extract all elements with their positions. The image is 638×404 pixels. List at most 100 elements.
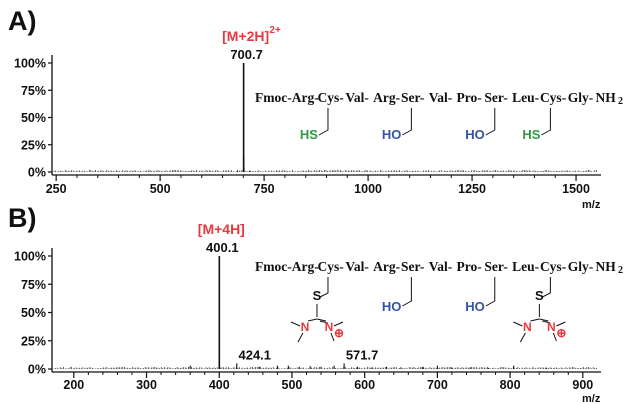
x-tick-label: 800 [500,378,521,392]
side-chain: HS [522,108,551,142]
panel-label: A) [8,6,37,36]
y-tick-label: 0% [28,363,46,377]
side-chain-bond [541,108,551,136]
sequence-residue: Cys- [540,259,566,274]
ion-label: [M+2H] [222,28,269,44]
guanidinium-nitrogen: N [325,320,334,334]
bond [539,318,549,322]
x-tick-label: 1250 [458,182,486,196]
sequence-residue: Cys- [318,90,344,105]
sequence-residue: Arg- [373,90,400,105]
side-chain: HO [465,277,496,314]
side-chain-label: HO [465,299,485,314]
methyl-bond [290,321,304,343]
methyl-bond [330,321,344,342]
x-tick-label: 400 [209,378,230,392]
sequence-suffix: NH [596,259,617,274]
y-tick-label: 100% [14,250,46,264]
thioether-sulfur: S [535,288,544,303]
sequence-residue: Ser- [401,259,425,274]
y-tick-label: 75% [21,84,46,98]
side-chain-bond [319,277,329,298]
sequence-residue: Leu- [512,259,539,274]
guanidinium-nitrogen: N [301,320,310,334]
double-bond [542,320,551,324]
peak-mz-label: 700.7 [230,47,263,62]
y-tick-label: 25% [21,334,46,348]
side-chain: HO [465,108,496,142]
panel-label: B) [8,203,37,233]
side-chain-bond [485,277,496,307]
sequence-residue: Val- [429,259,453,274]
bond [530,318,540,322]
x-tick-label: 500 [150,182,171,196]
side-chain-label: HO [382,299,402,314]
sequence-suffix-subscript: 2 [618,96,623,107]
x-tick-label: 300 [136,378,157,392]
side-chain: HO [382,277,412,314]
y-tick-label: 0% [28,166,46,180]
x-axis-unit: m/z [582,393,601,404]
spectrum-panel-b: B) 0% 25% 50% 75% 100% 200 300 400 500 600 700 800 90… [8,203,623,404]
methyl-bond [552,321,566,342]
side-chain-bond [402,277,412,307]
side-chain-label: HS [522,127,540,142]
side-chain-label: HO [465,127,485,142]
sequence-residue: Cys- [318,259,344,274]
ion-charge: 2+ [269,25,281,36]
peak-mz-label: 571.7 [346,347,379,362]
sequence-residue: Val- [345,259,369,274]
y-tick-label: 25% [21,138,46,152]
peptide-structure: Fmoc-Arg-Cys- Val- Arg- Ser- Val- Pro- Ser- Leu… [255,90,623,142]
x-axis-unit: m/z [582,199,601,211]
bond [307,318,318,322]
side-chain-label: HO [382,127,402,142]
peak-mz-label: 424.1 [238,347,271,362]
sequence-residue: Gly- [568,90,594,105]
sequence-residue: Leu- [512,90,539,105]
bond [316,318,327,322]
side-chain-bond [542,277,551,298]
side-chain-bond [318,108,329,136]
x-tick-label: 600 [354,378,375,392]
sequence-prefix: Fmoc-Arg- [255,259,319,274]
x-tick-label: 700 [427,378,448,392]
ion-label: [M+4H] [198,221,245,237]
sequence-residue: Gly- [568,259,594,274]
sequence-residue: Ser- [484,259,508,274]
y-tick-label: 50% [21,306,46,320]
side-chain: SN N ⊕ [513,277,566,343]
sequence-residue: Ser- [401,90,425,105]
y-tick-label: 50% [21,111,46,125]
side-chain: SN N ⊕ [290,277,344,343]
methyl-bond [513,321,526,343]
sequence-prefix: Fmoc-Arg- [255,90,319,105]
peptide-structure: Fmoc-Arg-Cys- Val- Arg- Ser- Val- Pro- Ser- Leu… [255,259,623,343]
x-tick-label: 900 [572,378,593,392]
guanidinium-nitrogen: N [523,320,532,334]
side-chain-bond [402,108,412,136]
sequence-residue: Arg- [373,259,400,274]
x-tick-label: 500 [282,378,303,392]
side-chain: HO [382,108,412,142]
ion-charge: 4+ [245,218,257,229]
sequence-residue: Val- [345,90,369,105]
peak-mz-label: 400.1 [206,240,239,255]
sequence-suffix-subscript: 2 [618,265,623,276]
spectrum-panel-a: A) 0% 25% 50% 75% 100% 250 500 750 1000 1250 1500 m/… [8,6,623,211]
sequence-residue: Val- [429,90,453,105]
side-chain-bond [485,108,496,136]
x-tick-label: 750 [254,182,275,196]
x-tick-label: 250 [46,182,67,196]
side-chain-label: HS [300,127,318,142]
side-chain: HS [300,108,329,142]
positive-charge: ⊕ [334,326,344,340]
sequence-suffix: NH [596,90,617,105]
sequence-residue: Cys- [540,90,566,105]
x-tick-label: 1500 [562,182,590,196]
y-tick-label: 75% [21,278,46,292]
y-tick-label: 100% [14,57,46,71]
sequence-residue: Pro- [457,90,482,105]
positive-charge: ⊕ [556,326,566,340]
